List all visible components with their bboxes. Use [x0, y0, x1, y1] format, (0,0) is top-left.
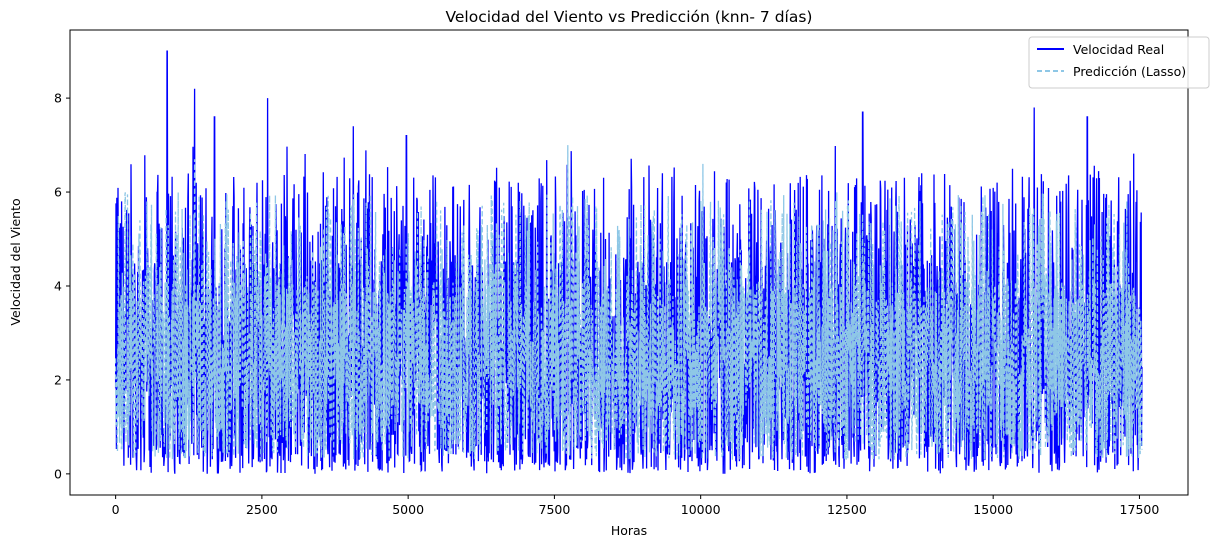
legend-label-prediccion-lasso: Predicción (Lasso) [1073, 64, 1186, 79]
x-tick-label: 17500 [1120, 502, 1160, 517]
y-tick-label: 8 [54, 91, 62, 106]
legend: Velocidad Real Predicción (Lasso) [1028, 36, 1210, 89]
x-tick-label: 15000 [973, 502, 1013, 517]
x-tick-label: 5000 [392, 502, 424, 517]
y-tick-label: 6 [54, 185, 62, 200]
y-tick-label: 0 [54, 466, 62, 481]
legend-label-velocidad-real: Velocidad Real [1073, 42, 1164, 57]
series-prediccion-lasso [114, 145, 1143, 460]
x-tick-label: 12500 [827, 502, 867, 517]
y-tick-label: 4 [54, 278, 62, 293]
y-axis-label: Velocidad del Viento [8, 198, 23, 325]
legend-box [1028, 36, 1210, 89]
plot-area [114, 50, 1143, 474]
y-axis: 0 2 4 6 8 [54, 91, 70, 481]
y-tick-label: 2 [54, 372, 62, 387]
x-axis-label: Horas [611, 523, 647, 538]
x-axis: 0 2500 5000 7500 10000 12500 15000 17500 [112, 495, 1160, 517]
chart-title: Velocidad del Viento vs Predicción (knn-… [446, 8, 813, 26]
x-tick-label: 2500 [246, 502, 278, 517]
series-line-prediccion-lasso [114, 145, 1143, 460]
x-tick-label: 10000 [681, 502, 721, 517]
plot-frame [69, 29, 1189, 496]
x-tick-label: 7500 [539, 502, 571, 517]
x-tick-label: 0 [112, 502, 120, 517]
